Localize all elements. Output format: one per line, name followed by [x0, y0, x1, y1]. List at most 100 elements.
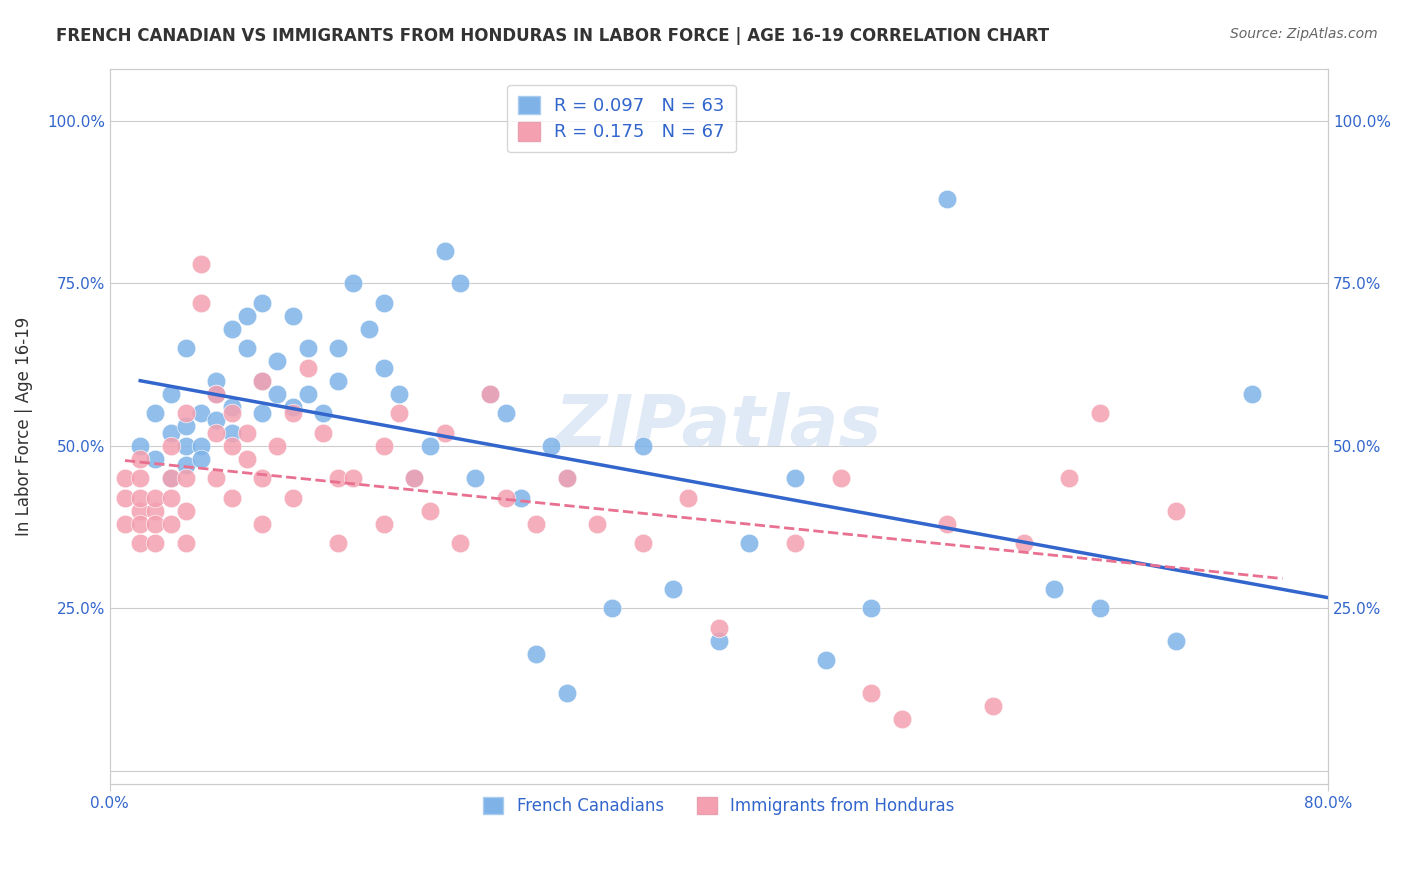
- Point: [205, 386, 228, 401]
- Point: [236, 309, 259, 323]
- Point: [174, 471, 197, 485]
- Point: [631, 439, 654, 453]
- Point: [190, 451, 212, 466]
- Point: [936, 516, 959, 531]
- Point: [174, 341, 197, 355]
- Point: [404, 471, 426, 485]
- Point: [297, 360, 319, 375]
- Point: [785, 536, 807, 550]
- Point: [145, 503, 167, 517]
- Point: [388, 406, 411, 420]
- Point: [524, 516, 547, 531]
- Point: [236, 425, 259, 440]
- Point: [266, 386, 288, 401]
- Point: [936, 192, 959, 206]
- Point: [250, 374, 273, 388]
- Point: [419, 503, 441, 517]
- Point: [266, 354, 288, 368]
- Point: [129, 536, 152, 550]
- Text: FRENCH CANADIAN VS IMMIGRANTS FROM HONDURAS IN LABOR FORCE | AGE 16-19 CORRELATI: FRENCH CANADIAN VS IMMIGRANTS FROM HONDU…: [56, 27, 1049, 45]
- Point: [159, 491, 181, 505]
- Point: [555, 686, 578, 700]
- Point: [174, 406, 197, 420]
- Point: [1012, 536, 1035, 550]
- Point: [221, 321, 243, 335]
- Point: [281, 400, 304, 414]
- Point: [190, 406, 212, 420]
- Point: [404, 471, 426, 485]
- Point: [114, 491, 136, 505]
- Point: [205, 386, 228, 401]
- Point: [281, 309, 304, 323]
- Point: [738, 536, 761, 550]
- Point: [145, 536, 167, 550]
- Point: [159, 386, 181, 401]
- Point: [1240, 386, 1263, 401]
- Point: [250, 374, 273, 388]
- Point: [221, 491, 243, 505]
- Point: [495, 406, 517, 420]
- Point: [190, 295, 212, 310]
- Point: [221, 406, 243, 420]
- Point: [464, 471, 486, 485]
- Point: [190, 256, 212, 270]
- Point: [114, 471, 136, 485]
- Point: [159, 471, 181, 485]
- Point: [1057, 471, 1080, 485]
- Point: [205, 412, 228, 426]
- Point: [174, 458, 197, 472]
- Point: [449, 276, 471, 290]
- Point: [174, 439, 197, 453]
- Point: [129, 516, 152, 531]
- Point: [495, 491, 517, 505]
- Point: [328, 374, 350, 388]
- Point: [129, 491, 152, 505]
- Point: [602, 601, 624, 615]
- Point: [373, 516, 395, 531]
- Point: [297, 386, 319, 401]
- Point: [250, 516, 273, 531]
- Point: [388, 386, 411, 401]
- Point: [114, 516, 136, 531]
- Point: [205, 425, 228, 440]
- Legend: French Canadians, Immigrants from Honduras: French Canadians, Immigrants from Hondur…: [474, 788, 965, 825]
- Point: [190, 439, 212, 453]
- Point: [860, 601, 883, 615]
- Point: [221, 425, 243, 440]
- Point: [707, 633, 730, 648]
- Point: [129, 439, 152, 453]
- Point: [159, 516, 181, 531]
- Point: [1088, 601, 1111, 615]
- Point: [205, 471, 228, 485]
- Point: [250, 406, 273, 420]
- Point: [236, 341, 259, 355]
- Point: [785, 471, 807, 485]
- Point: [159, 439, 181, 453]
- Point: [830, 471, 852, 485]
- Point: [1164, 503, 1187, 517]
- Text: Source: ZipAtlas.com: Source: ZipAtlas.com: [1230, 27, 1378, 41]
- Point: [145, 406, 167, 420]
- Point: [510, 491, 533, 505]
- Point: [236, 451, 259, 466]
- Point: [129, 451, 152, 466]
- Point: [174, 503, 197, 517]
- Point: [159, 425, 181, 440]
- Point: [631, 536, 654, 550]
- Point: [328, 536, 350, 550]
- Point: [129, 471, 152, 485]
- Point: [221, 400, 243, 414]
- Point: [145, 491, 167, 505]
- Y-axis label: In Labor Force | Age 16-19: In Labor Force | Age 16-19: [15, 317, 32, 536]
- Point: [890, 712, 912, 726]
- Point: [342, 471, 364, 485]
- Point: [981, 698, 1004, 713]
- Point: [357, 321, 380, 335]
- Point: [373, 295, 395, 310]
- Point: [281, 491, 304, 505]
- Point: [328, 471, 350, 485]
- Point: [145, 451, 167, 466]
- Point: [479, 386, 502, 401]
- Point: [662, 582, 685, 596]
- Point: [205, 374, 228, 388]
